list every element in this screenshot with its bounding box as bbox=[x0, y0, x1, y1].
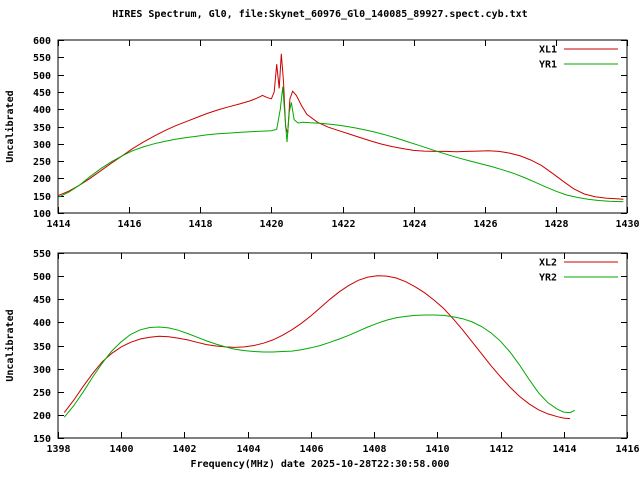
x-tick-label: 1400 bbox=[109, 444, 133, 455]
x-tick-label: 1416 bbox=[615, 444, 639, 455]
y-axis-label: Uncalibrated bbox=[4, 90, 16, 162]
y-tick-label: 200 bbox=[33, 174, 51, 185]
x-axis-label: Frequency(MHz) date 2025-10-28T22:30:58.… bbox=[190, 459, 450, 470]
x-tick-label: 1406 bbox=[299, 444, 323, 455]
x-tick-label: 1430 bbox=[615, 219, 639, 230]
x-tick-label: 1422 bbox=[331, 219, 355, 230]
y-tick-label: 550 bbox=[33, 249, 51, 260]
y-tick-label: 350 bbox=[33, 123, 51, 134]
x-tick-label: 1398 bbox=[46, 444, 70, 455]
x-tick-label: 1424 bbox=[402, 219, 426, 230]
y-tick-label: 500 bbox=[33, 272, 51, 283]
legend-label-YR2: YR2 bbox=[539, 273, 557, 284]
y-tick-label: 350 bbox=[33, 342, 51, 353]
y-tick-label: 250 bbox=[33, 388, 51, 399]
series-line-XL2 bbox=[63, 275, 571, 420]
y-tick-label: 400 bbox=[33, 318, 51, 329]
y-tick-label: 150 bbox=[33, 434, 51, 445]
y-tick-label: 300 bbox=[33, 365, 51, 376]
y-axis-label: Uncalibrated bbox=[4, 309, 16, 381]
y-tick-label: 550 bbox=[33, 53, 51, 64]
y-tick-label: 450 bbox=[33, 88, 51, 99]
x-tick-label: 1414 bbox=[552, 444, 576, 455]
x-tick-label: 1412 bbox=[489, 444, 513, 455]
legend-label-YR1: YR1 bbox=[539, 60, 557, 71]
x-tick-label: 1416 bbox=[117, 219, 141, 230]
y-tick-label: 450 bbox=[33, 295, 51, 306]
x-tick-label: 1402 bbox=[172, 444, 196, 455]
chart-title: HIRES Spectrum, Gl0, file:Skynet_60976_G… bbox=[112, 9, 528, 20]
x-tick-label: 1426 bbox=[473, 219, 497, 230]
plot-border bbox=[57, 252, 628, 439]
y-tick-label: 600 bbox=[33, 36, 51, 47]
x-tick-label: 1414 bbox=[46, 219, 70, 230]
series-line-YR1 bbox=[57, 86, 624, 203]
spectrum-chart-bottom: 1398 1400 1402 1404 1406 1408 1410 1412 1414 1416… bbox=[4, 249, 640, 455]
x-tick-label: 1418 bbox=[188, 219, 212, 230]
x-tick-label: 1404 bbox=[236, 444, 260, 455]
series-line-XL1 bbox=[57, 53, 624, 200]
y-tick-label: 150 bbox=[33, 192, 51, 203]
y-tick-label: 400 bbox=[33, 105, 51, 116]
x-tick-label: 1408 bbox=[362, 444, 386, 455]
x-tick-label: 1420 bbox=[259, 219, 283, 230]
legend-label-XL1: XL1 bbox=[539, 45, 557, 56]
spectrum-chart-top: 1414 1416 1418 1420 1422 1424 1426 1428 1430 100 1… bbox=[4, 36, 640, 230]
y-tick-label: 100 bbox=[33, 209, 51, 220]
y-tick-label: 250 bbox=[33, 157, 51, 168]
plot-border bbox=[57, 39, 628, 214]
legend-label-XL2: XL2 bbox=[539, 258, 557, 269]
y-tick-label: 500 bbox=[33, 71, 51, 82]
x-tick-label: 1428 bbox=[544, 219, 568, 230]
y-tick-label: 200 bbox=[33, 411, 51, 422]
series-line-YR2 bbox=[63, 314, 576, 418]
y-tick-label: 300 bbox=[33, 140, 51, 151]
x-tick-label: 1410 bbox=[425, 444, 449, 455]
